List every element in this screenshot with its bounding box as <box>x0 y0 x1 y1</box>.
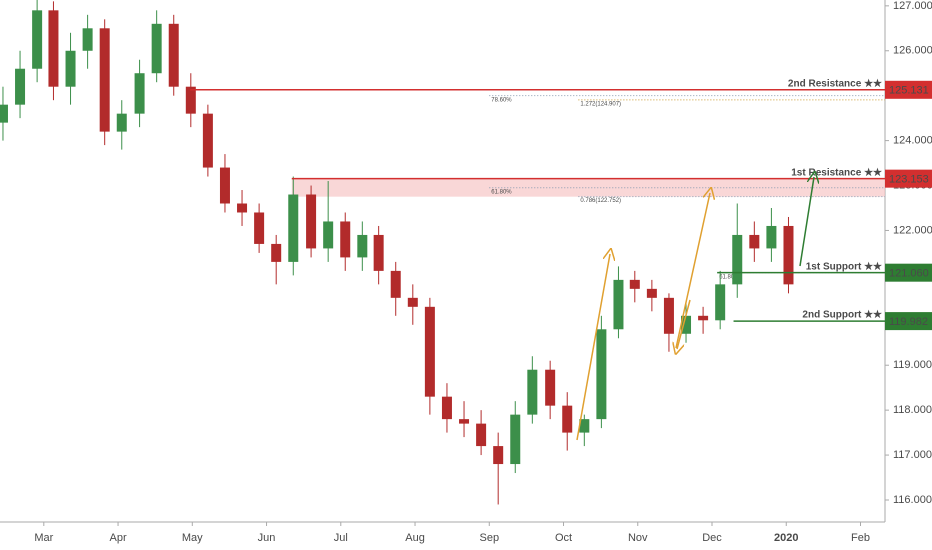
level-badge <box>885 169 932 188</box>
x-tick-label: Sep <box>479 532 499 544</box>
y-tick-label: 127.000 <box>893 0 932 12</box>
candle-body <box>168 23 179 87</box>
candle-body <box>82 28 93 51</box>
candle-body <box>340 221 351 258</box>
level-badge <box>885 312 932 331</box>
level-name: 1st Support ★★ <box>806 261 882 272</box>
candle-body <box>545 369 556 406</box>
candle-body <box>476 423 487 447</box>
fib-label: 78.60% <box>491 97 512 103</box>
fib-label: 1.272(124.907) <box>580 101 621 107</box>
candle-body <box>15 68 26 105</box>
candle-body <box>493 446 504 465</box>
y-tick-label: 119.000 <box>893 359 932 371</box>
y-tick-label: 117.000 <box>893 449 932 461</box>
candle-body <box>32 10 43 69</box>
level-value: 123.153 <box>889 174 929 186</box>
candle-body <box>783 225 794 285</box>
level-name: 2nd Resistance ★★ <box>788 78 882 89</box>
fib-label: 0.786(122.752) <box>580 198 621 204</box>
candle-body <box>99 28 110 132</box>
candle-body <box>0 104 8 123</box>
level-badge <box>885 263 932 282</box>
candle-body <box>715 284 726 321</box>
candle-body <box>562 405 573 433</box>
candle-body <box>596 329 607 420</box>
candle-body <box>579 419 590 433</box>
candle-body <box>48 10 59 87</box>
arrow <box>675 193 710 349</box>
y-tick-label: 118.000 <box>893 404 932 416</box>
level-name: 2nd Support ★★ <box>802 310 882 321</box>
candle-body <box>407 297 418 307</box>
arrow <box>799 177 814 267</box>
candle-body <box>237 203 248 213</box>
candle-body <box>219 167 230 204</box>
candle-body <box>306 194 317 249</box>
candle-body <box>271 243 282 262</box>
candle-body <box>663 297 674 334</box>
candle-body <box>629 279 640 289</box>
x-tick-label: 2020 <box>774 532 798 544</box>
candle-body <box>151 23 162 74</box>
candle-body <box>357 234 368 258</box>
candle-body <box>441 396 452 420</box>
candle-body <box>373 234 384 271</box>
candle-body <box>527 369 538 415</box>
candle-body <box>681 315 692 334</box>
y-tick-label: 116.000 <box>893 494 932 506</box>
candle-body <box>65 50 76 87</box>
level-name: 1st Resistance ★★ <box>791 167 882 178</box>
candle-body <box>134 73 145 114</box>
y-tick-label: 122.000 <box>893 224 932 236</box>
candle-body <box>254 212 265 244</box>
y-tick-label: 124.000 <box>893 135 932 147</box>
x-tick-label: Feb <box>851 532 870 544</box>
candle-body <box>749 234 760 249</box>
y-tick-label: 126.000 <box>893 45 932 57</box>
level-value: 121.060 <box>889 268 929 280</box>
candle-body <box>510 414 521 465</box>
x-tick-label: Mar <box>34 532 53 544</box>
x-tick-label: Jun <box>258 532 276 544</box>
fib-label: 61.80% <box>719 274 740 280</box>
x-tick-label: Oct <box>555 532 572 544</box>
arrow <box>576 254 610 441</box>
candle-body <box>390 270 401 298</box>
candle-body <box>202 113 213 168</box>
x-tick-label: Jul <box>334 532 348 544</box>
candle-body <box>459 419 470 424</box>
fib-label: 61.80% <box>491 189 512 195</box>
x-tick-label: Nov <box>628 532 648 544</box>
candle-body <box>424 306 435 397</box>
candle-body <box>116 113 127 132</box>
candle-body <box>698 315 709 321</box>
candle-body <box>613 279 624 330</box>
x-tick-label: Apr <box>109 532 126 544</box>
level-value: 125.131 <box>889 85 929 97</box>
candle-body <box>288 194 299 262</box>
candle-body <box>323 221 334 249</box>
candle-body <box>766 225 777 249</box>
candle-body <box>732 234 743 285</box>
x-tick-label: Dec <box>702 532 722 544</box>
arrow <box>677 299 691 349</box>
x-tick-label: May <box>182 532 203 544</box>
candle-body <box>646 288 657 298</box>
candle-body <box>185 86 196 114</box>
x-tick-label: Aug <box>405 532 425 544</box>
level-value: 119.982 <box>889 316 928 328</box>
level-badge <box>885 80 932 99</box>
